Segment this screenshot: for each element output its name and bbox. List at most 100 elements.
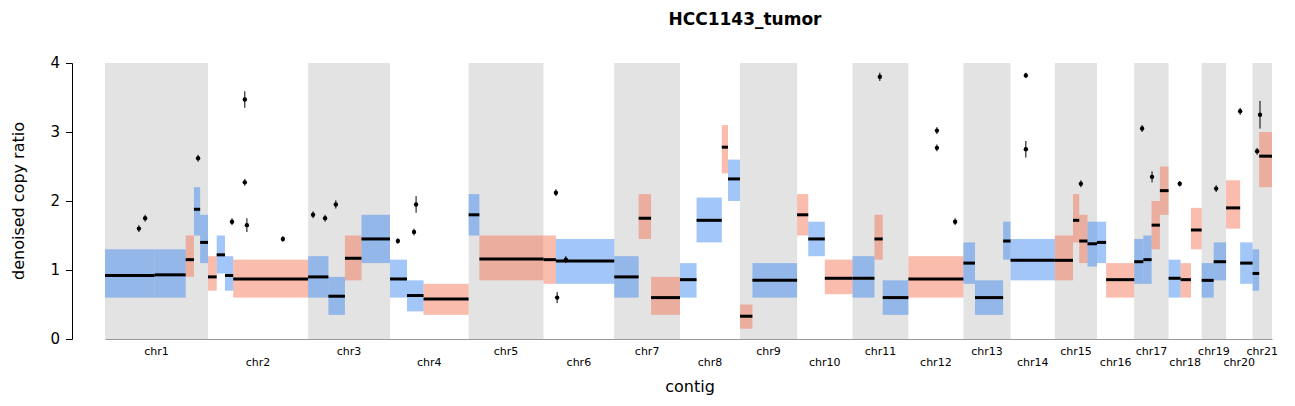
copy-ratio-cloud (883, 280, 909, 315)
contig-bands (105, 63, 1272, 339)
y-tick: 3 (50, 123, 72, 141)
segment-mean (1202, 279, 1214, 282)
copy-ratio-cloud (308, 256, 328, 297)
segment-mean (1181, 278, 1191, 281)
segment-point (1238, 108, 1242, 115)
segment-mean (200, 241, 208, 244)
segment-mean (407, 294, 424, 297)
point (1150, 175, 1154, 179)
contig-band (740, 63, 797, 339)
copy-ratio-cloud (740, 305, 752, 329)
segment-mean (1087, 242, 1097, 245)
contig-label: chr11 (865, 345, 897, 358)
point (953, 220, 957, 224)
copy-ratio-cloud (680, 263, 697, 298)
copy-ratio-cloud (233, 260, 308, 298)
copy-ratio-cloud (1160, 167, 1169, 215)
copy-ratio-cloud (963, 242, 975, 283)
y-tick-label: 1 (50, 261, 60, 279)
segment-point (196, 155, 200, 162)
segment-point (243, 179, 247, 186)
segment-mean (1055, 259, 1073, 262)
segment-mean (651, 296, 680, 299)
point (396, 239, 400, 243)
segment-mean (1097, 241, 1106, 244)
copy-ratio-cloud (361, 215, 390, 263)
segment-point (311, 211, 315, 218)
contig-labels: chr1chr2chr3chr4chr5chr6chr7chr8chr9chr1… (144, 345, 1278, 369)
segment-mean (1106, 278, 1134, 281)
point (311, 213, 315, 217)
point (935, 146, 939, 150)
point (243, 180, 247, 184)
y-tick: 2 (50, 192, 72, 210)
segment-mean (1226, 206, 1240, 209)
point (137, 226, 141, 230)
segment-point (412, 229, 416, 236)
point (334, 202, 338, 206)
segment-mean (1003, 240, 1010, 243)
segment-mean (186, 258, 194, 261)
segment-point (1258, 101, 1262, 129)
segment-mean (825, 277, 853, 280)
segment-point (555, 292, 559, 303)
y-axis: 01234 (50, 54, 72, 348)
segment-mean (908, 277, 963, 280)
y-tick-mark (66, 339, 72, 340)
segment-mean (874, 237, 882, 240)
copy-ratio-cloud (1143, 236, 1151, 284)
contig-label: chr6 (567, 356, 592, 369)
contig-band (1253, 63, 1272, 339)
contig-label: chr8 (698, 356, 723, 369)
segment-point (935, 144, 939, 151)
copy-ratio-cloud (797, 194, 808, 235)
segment-mean (1079, 240, 1087, 243)
point (412, 230, 416, 234)
contig-label: chr3 (337, 345, 362, 358)
copy-ratio-cloud (908, 256, 963, 297)
segment-mean (752, 279, 797, 282)
contig-label: chr21 (1247, 345, 1279, 358)
segment-mean (361, 237, 390, 240)
point (1178, 182, 1182, 186)
contig-label: chr14 (1017, 356, 1049, 369)
copy-ratio-cloud (1191, 208, 1202, 249)
contig-label: chr9 (756, 345, 781, 358)
contig-band (308, 63, 390, 339)
copy-ratio-cloud (1202, 263, 1214, 298)
segment-point (414, 196, 418, 213)
contig-band (963, 63, 1010, 339)
segment-point (1178, 181, 1182, 187)
copy-ratio-cloud (105, 249, 155, 297)
segment-mean (1011, 259, 1055, 262)
copy-ratio-cloud (1253, 249, 1260, 290)
contig-label: chr16 (1100, 356, 1132, 369)
copy-ratio-cloud (1240, 242, 1252, 283)
point (1024, 147, 1028, 151)
copy-ratio-cloud (1011, 239, 1055, 280)
contig-band (469, 63, 544, 339)
copy-ratio-cloud (639, 194, 651, 239)
copy-ratio-cloud (469, 194, 480, 235)
segment-mean (722, 146, 728, 149)
segment-mean (1240, 262, 1252, 265)
segment-mean (614, 275, 638, 278)
x-axis (106, 339, 1273, 340)
copy-ratio-cloud (1079, 215, 1087, 263)
copy-ratio-cloud (752, 263, 797, 298)
segment-point (396, 238, 400, 244)
y-tick-mark (66, 270, 72, 271)
copy-ratio-cloud (208, 256, 217, 291)
copy-ratio-cloud (975, 280, 1003, 315)
copy-ratio-cloud (1169, 260, 1181, 298)
contig-label: chr1 (144, 345, 169, 358)
copy-ratio-cloud (345, 236, 362, 281)
y-tick-label: 3 (50, 123, 60, 141)
segment-point (1024, 73, 1028, 79)
segment-point (1024, 141, 1028, 158)
segment-mean (155, 273, 186, 276)
segment-point (281, 236, 285, 242)
y-tick: 1 (50, 261, 72, 279)
y-tick-label: 2 (50, 192, 60, 210)
point (281, 237, 285, 241)
